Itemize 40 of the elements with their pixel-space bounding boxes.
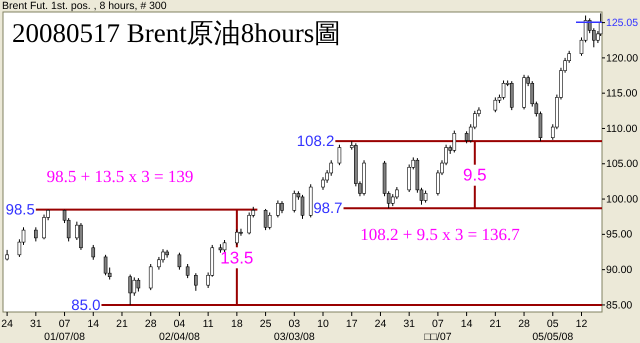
y-tick-label: 95.00 — [606, 228, 632, 241]
annotation: 98.5 — [6, 202, 35, 219]
annotation: 13.5 — [220, 248, 254, 268]
x-tick-label: 14 — [87, 318, 100, 330]
y-tick-label: 115.00 — [606, 88, 638, 100]
x-tick-label: 21 — [489, 318, 502, 330]
annotation: 98.5 + 13.5 x 3 = 139 — [46, 167, 194, 186]
x-tick-label: 17 — [346, 318, 358, 330]
x-tick-label: 10 — [317, 318, 330, 330]
annotation: 108.2 — [296, 133, 334, 150]
x-tick-label: 28 — [144, 318, 157, 330]
annotation: 85.0 — [71, 296, 100, 314]
y-tick-label: 85.00 — [606, 299, 632, 312]
x-tick-label: 18 — [231, 318, 243, 330]
x-tick-label: 11 — [202, 318, 214, 330]
y-tick-label: 100.00 — [606, 193, 638, 206]
y-tick-label: 105.00 — [606, 158, 638, 170]
x-tick-label: 24 — [1, 318, 14, 330]
x-tick-label: 07 01/07/08 — [44, 318, 86, 343]
x-tick-label: 03 03/03/08 — [274, 318, 315, 343]
x-tick-label: 07 □□/07 — [424, 318, 452, 343]
chart-title: 20080517 Brent原油8hours圖 — [12, 18, 342, 48]
y-tick-label: 120.00 — [606, 52, 638, 64]
y-tick-label: 110.00 — [606, 122, 638, 135]
chart-subtitle: Brent Fut. 1st. pos. , 8 hours, # 300 — [2, 0, 167, 12]
x-tick-label: 12 — [576, 318, 588, 330]
x-tick-label: 24 — [374, 318, 386, 330]
x-tick-label: 21 — [116, 318, 128, 330]
annotation: 108.2 + 9.5 x 3 = 136.7 — [360, 225, 520, 244]
x-tick-label: 25 — [260, 318, 272, 330]
x-tick-label: 05 05/05/08 — [532, 318, 574, 343]
x-tick-label: 14 — [460, 318, 473, 330]
x-tick-label: 28 — [518, 318, 530, 330]
x-tick-label: 04 02/04/08 — [158, 318, 200, 343]
x-tick-label: 31 — [403, 318, 416, 330]
x-tick-label: 31 — [30, 318, 42, 330]
annotation: 98.7 — [313, 200, 343, 218]
ref-line-label: 125.05 — [606, 17, 638, 30]
y-tick-label: 90.00 — [606, 264, 632, 276]
annotation: 9.5 — [462, 166, 487, 185]
